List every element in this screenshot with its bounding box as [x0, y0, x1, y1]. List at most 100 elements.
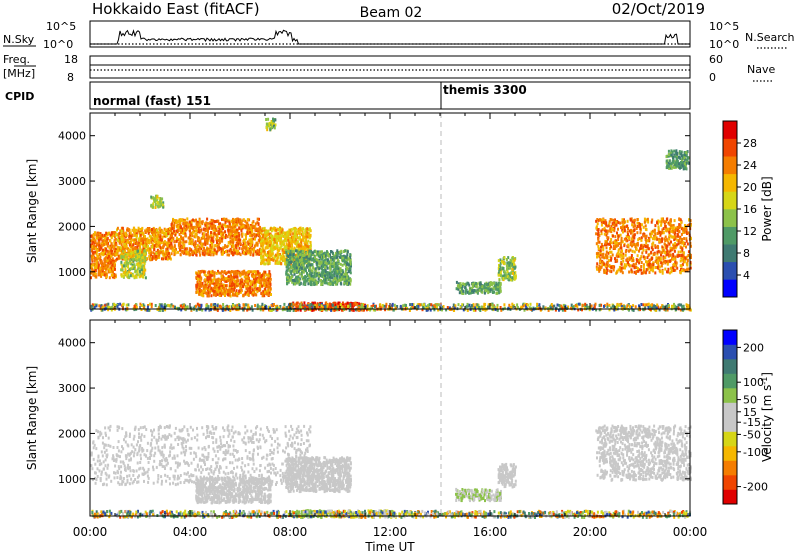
power-cell [188, 241, 191, 245]
power-cell [111, 257, 114, 261]
power-cell [153, 240, 156, 244]
power-cell [166, 247, 169, 251]
power-cell [94, 265, 97, 269]
power-cell [642, 225, 645, 229]
power-cell [205, 221, 208, 225]
power-cell [459, 282, 462, 286]
power-cell [241, 232, 244, 236]
power-cell [309, 233, 312, 237]
power-cell [283, 235, 286, 239]
power-cell [212, 271, 215, 275]
power-cell [138, 239, 141, 243]
power-cell [296, 279, 299, 283]
power-cell [285, 258, 288, 262]
power-cell [119, 229, 122, 233]
power-cell [228, 223, 231, 227]
power-cell [240, 229, 243, 233]
power-cell [215, 250, 218, 254]
power-cell [268, 291, 271, 295]
power-cell [252, 272, 254, 276]
power-cell [156, 195, 159, 199]
power-cell [226, 253, 229, 257]
power-cell [262, 233, 265, 237]
power-cell [292, 250, 295, 253]
power-cell [144, 276, 147, 280]
power-cell [238, 226, 241, 230]
power-cell [150, 235, 153, 239]
power-cell [275, 228, 278, 232]
power-cell [271, 244, 274, 248]
power-cell [305, 279, 308, 283]
power-cell [235, 237, 238, 241]
power-cell [325, 262, 328, 266]
date-title: 02/Oct/2019 [612, 0, 705, 18]
power-cell [218, 279, 221, 283]
power-cell [293, 240, 295, 244]
power-cell [621, 271, 624, 275]
power-cell [124, 267, 127, 271]
power-cell [231, 251, 234, 254]
power-cell [267, 293, 270, 297]
power-cell [349, 267, 352, 270]
power-cell [214, 244, 217, 248]
power-cell [349, 271, 352, 275]
power-cell [635, 271, 637, 275]
power-cell [313, 258, 316, 262]
power-cell [213, 292, 216, 295]
power-cell [495, 287, 498, 291]
power-cell [315, 282, 318, 286]
power-cell [285, 251, 288, 254]
power-cell [301, 230, 304, 234]
power-cell [181, 249, 184, 253]
power-cell [280, 257, 283, 261]
power-cell [298, 247, 301, 251]
power-cell [137, 243, 140, 247]
power-cell [90, 243, 93, 247]
power-cell [185, 240, 188, 244]
power-cell [151, 257, 154, 261]
power-cell [288, 228, 291, 232]
power-cell [147, 245, 149, 248]
power-cell [467, 282, 470, 286]
power-cell [124, 269, 127, 273]
power-cell [282, 231, 285, 235]
power-cell [146, 228, 149, 232]
power-cell [109, 266, 112, 270]
power-cell [258, 274, 261, 278]
power-cell [153, 247, 156, 251]
power-cell [250, 234, 253, 238]
power-cell [278, 248, 281, 252]
power-cell [478, 288, 481, 292]
power-cell [226, 249, 229, 253]
power-cell [264, 237, 267, 241]
power-cell [123, 261, 126, 265]
power-cell [637, 225, 640, 229]
power-cell [97, 266, 100, 270]
power-cell [110, 231, 113, 235]
power-cell [233, 271, 236, 275]
power-cell [210, 281, 213, 285]
power-cell [309, 246, 312, 249]
power-cell [661, 262, 664, 265]
power-cell [253, 232, 256, 236]
power-cell [469, 291, 472, 295]
power-cell [293, 232, 296, 236]
power-cell [645, 241, 648, 245]
power-cell [301, 232, 304, 236]
power-cell [225, 217, 228, 221]
power-cell [173, 240, 176, 244]
power-cell [113, 235, 116, 239]
power-cell [251, 221, 254, 225]
power-cell [299, 256, 302, 260]
power-cell [197, 239, 199, 243]
power-cell [217, 269, 219, 273]
power-cell [253, 292, 256, 296]
nsky-tick-low: 10^0 [43, 38, 73, 51]
power-cell [209, 253, 212, 257]
power-cell [150, 195, 153, 199]
power-cell [499, 289, 502, 293]
power-cell [298, 230, 301, 234]
power-cell [219, 228, 222, 232]
power-cell [256, 276, 259, 280]
power-cell [475, 285, 478, 289]
